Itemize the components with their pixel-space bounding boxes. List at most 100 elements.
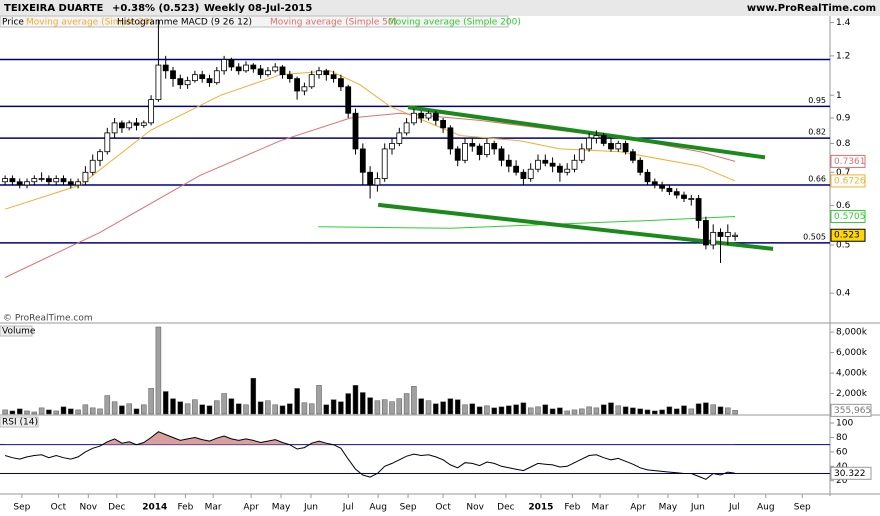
candle-body (389, 143, 395, 150)
candle-body (67, 181, 74, 186)
volume-bar (403, 393, 410, 415)
volume-bar (462, 404, 468, 415)
volume-bar (235, 403, 242, 415)
value-tag-box (830, 466, 872, 480)
volume-bar (9, 410, 16, 415)
y-tick-label: 2,000k (836, 389, 868, 399)
candle-body (535, 159, 541, 170)
volume-bar (352, 385, 359, 415)
candle-body (527, 168, 534, 179)
volume-bar (177, 401, 184, 415)
frames (0, 16, 880, 496)
candle-body (710, 231, 717, 246)
candle-body (126, 122, 133, 129)
volume-bar (666, 406, 673, 415)
x-tick-label: Feb (177, 503, 193, 513)
candle-body (24, 181, 30, 186)
candle-body (608, 143, 614, 150)
candle-body (695, 198, 702, 221)
candle-body (31, 178, 38, 183)
volume-bar (476, 406, 483, 415)
volume-bar (527, 407, 534, 415)
candle-body (2, 178, 9, 183)
level-label: 0.505 (803, 232, 826, 241)
candle-body (673, 191, 680, 196)
candle-body (593, 135, 600, 139)
value-tag-box (830, 209, 866, 223)
volume-bar (199, 404, 205, 415)
volume-bar (652, 410, 658, 415)
y-tick-label: 8,000k (836, 328, 868, 338)
candle-body (338, 78, 344, 88)
volume-bar (287, 403, 293, 415)
candle-body (724, 231, 731, 237)
volume-bar (257, 401, 264, 415)
volume-bar (126, 403, 132, 415)
candle-body (600, 135, 607, 144)
candle-body (53, 178, 60, 183)
volume-bar (148, 388, 154, 415)
volume-bar (272, 404, 278, 415)
candle-body (148, 99, 155, 124)
volume-bar (411, 386, 417, 415)
volume-bar (586, 406, 592, 415)
volume-bar (75, 409, 81, 415)
volume-bar (549, 408, 556, 415)
y-tick-label: 20 (836, 476, 848, 486)
candle-body (170, 70, 176, 80)
volume-bar (68, 408, 74, 415)
y-tick-label: 1 (836, 91, 842, 101)
volume-bar (250, 377, 257, 415)
value-tag: 30.322 (834, 469, 866, 479)
volume-bar (228, 398, 235, 415)
volume-bar (513, 404, 519, 415)
volume-bar (506, 405, 512, 415)
y-tick-label: 0.4 (836, 289, 851, 299)
candle-body (359, 148, 366, 173)
volume-bar (622, 406, 629, 415)
copyright: © ProRealTime.com (3, 314, 93, 324)
volume-bar (338, 401, 344, 415)
change: +0.38% (0.523) (112, 3, 199, 14)
volume-bar (425, 400, 432, 415)
legend-macd: Histogramme MACD (9 26 12) (117, 18, 252, 28)
y-tick-label: 4,000k (836, 369, 868, 379)
value-tag-box (830, 174, 866, 188)
candle-body (257, 68, 264, 76)
x-tick-label: Sep (794, 503, 811, 513)
candle-body (119, 122, 125, 129)
x-tick-label: Oct (51, 503, 67, 513)
header-bar (0, 0, 880, 16)
volume-bar (498, 406, 505, 415)
y-tick-label: 0.7 (836, 168, 850, 178)
volume-bar (2, 409, 8, 415)
candle-body (133, 122, 140, 126)
candle-body (97, 151, 103, 161)
candle-body (396, 132, 403, 144)
volume-bar (608, 402, 614, 415)
x-tick-label: Sep (400, 503, 417, 513)
candle-body (498, 148, 505, 161)
volume-bar (688, 408, 695, 415)
value-tag: 0.5705 (834, 212, 866, 222)
site: www.ProRealTime.com (747, 3, 876, 14)
candle-body (345, 86, 352, 114)
volume-bar (557, 407, 563, 415)
legend-bar (0, 15, 509, 28)
volume-bar (440, 401, 446, 415)
candle-body (586, 137, 593, 150)
candle-body (630, 151, 636, 161)
x-tick-label: Nov (466, 503, 484, 513)
volume-bar (593, 407, 600, 415)
level-label: 0.66 (808, 174, 826, 183)
candle-body (82, 171, 89, 183)
volume-bar (396, 398, 403, 415)
y-tick-label: 60 (836, 447, 848, 457)
candle-body (199, 74, 206, 80)
volume-bar (308, 403, 315, 415)
volume-bar (214, 400, 220, 415)
x-tick-label: Jul (728, 503, 740, 513)
candle-body (162, 64, 169, 72)
volume-bar (184, 403, 191, 415)
value-tag: 355,965 (834, 406, 871, 416)
